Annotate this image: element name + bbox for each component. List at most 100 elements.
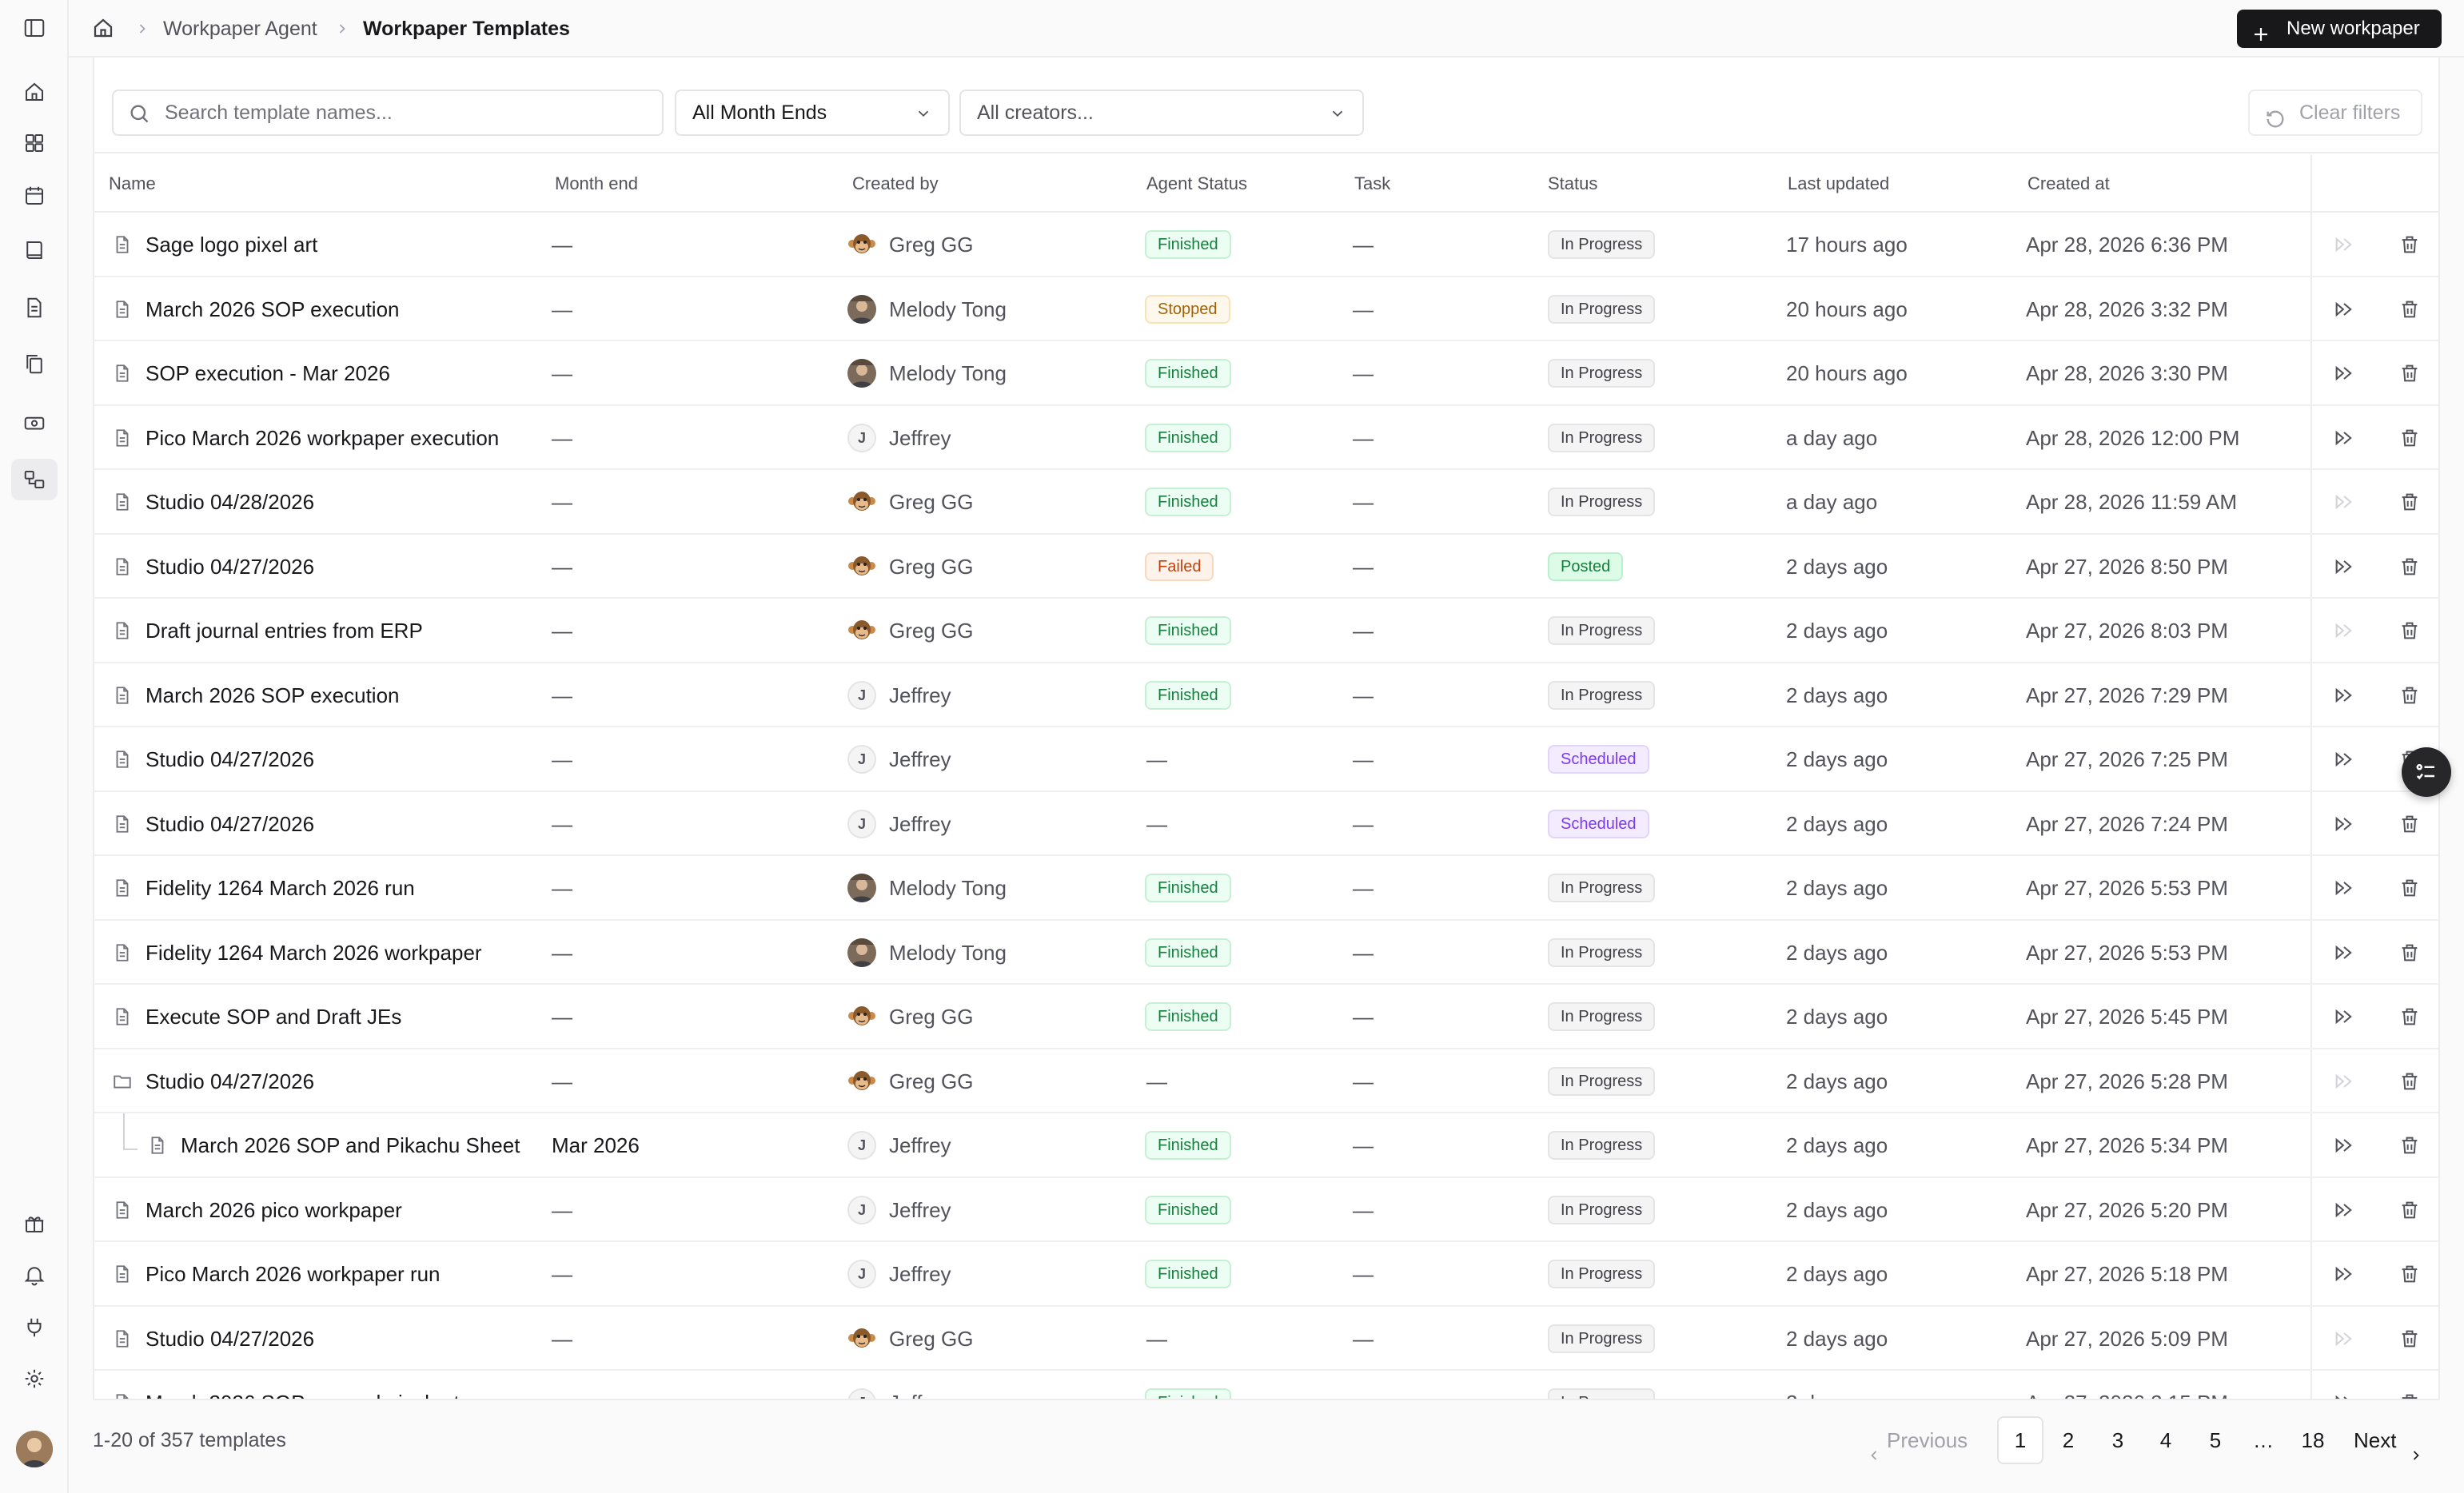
page-number-button[interactable]: 4: [2159, 1428, 2172, 1452]
trash-icon[interactable]: [2398, 942, 2421, 964]
trash-icon[interactable]: [2398, 491, 2421, 513]
file-icon[interactable]: [22, 296, 46, 320]
template-name[interactable]: Pico March 2026 workpaper execution: [146, 425, 500, 450]
next-page-button[interactable]: Next: [2354, 1416, 2434, 1464]
bell-icon[interactable]: [22, 1263, 46, 1287]
book-icon[interactable]: [22, 238, 46, 262]
template-name[interactable]: Sage logo pixel art: [146, 233, 318, 257]
template-name[interactable]: Studio 04/27/2026: [146, 554, 315, 579]
column-last-updated[interactable]: Last updated: [1788, 173, 1890, 193]
table-row[interactable]: Studio 04/27/2026 — J Jeffrey — — Schedu…: [94, 727, 2438, 792]
table-row[interactable]: SOP execution - Mar 2026 — Melody Tong F…: [94, 341, 2438, 406]
template-name[interactable]: March 2026 SOP execution: [146, 683, 400, 707]
calendar-icon[interactable]: [22, 184, 46, 208]
trash-icon[interactable]: [2398, 1199, 2421, 1221]
run-icon[interactable]: [2333, 427, 2355, 449]
previous-page-button[interactable]: Previous: [1866, 1416, 1984, 1464]
table-row[interactable]: March 2026 SOP execution — J Jeffrey Fin…: [94, 663, 2438, 727]
creator-select[interactable]: All creators...: [959, 90, 1364, 136]
template-name[interactable]: Studio 04/27/2026: [146, 811, 315, 836]
trash-icon[interactable]: [2398, 233, 2421, 256]
trash-icon[interactable]: [2398, 1328, 2421, 1350]
trash-icon[interactable]: [2398, 619, 2421, 642]
column-task[interactable]: Task: [1354, 173, 1391, 193]
run-icon[interactable]: [2333, 555, 2355, 578]
run-icon[interactable]: [2333, 1328, 2355, 1350]
table-row[interactable]: Studio 04/27/2026 — Greg GG Failed — Pos…: [94, 535, 2438, 599]
trash-icon[interactable]: [2398, 1005, 2421, 1028]
dashboard-icon[interactable]: [22, 131, 46, 155]
table-row[interactable]: Pico March 2026 workpaper run — J Jeffre…: [94, 1242, 2438, 1307]
table-row[interactable]: March 2026 SOP run and pixel art — J Jef…: [94, 1371, 2438, 1399]
month-end-select[interactable]: All Month Ends: [675, 90, 950, 136]
column-agent-status[interactable]: Agent Status: [1146, 173, 1247, 193]
plug-icon[interactable]: [22, 1316, 46, 1340]
table-row[interactable]: Sage logo pixel art — Greg GG Finished —…: [94, 213, 2438, 277]
money-icon[interactable]: [22, 411, 46, 435]
run-icon[interactable]: [2333, 233, 2355, 256]
template-name[interactable]: Studio 04/27/2026: [146, 1326, 315, 1351]
table-row[interactable]: March 2026 SOP and Pikachu Sheet Mar 202…: [94, 1113, 2438, 1178]
trash-icon[interactable]: [2398, 1070, 2421, 1093]
workpaper-agent-icon[interactable]: [11, 459, 58, 500]
run-icon[interactable]: [2333, 362, 2355, 384]
template-name[interactable]: March 2026 SOP execution: [146, 297, 400, 321]
run-icon[interactable]: [2333, 298, 2355, 320]
table-row[interactable]: Draft journal entries from ERP — Greg GG…: [94, 599, 2438, 663]
new-workpaper-button[interactable]: New workpaper: [2237, 10, 2442, 48]
clear-filters-button[interactable]: Clear filters: [2248, 90, 2422, 136]
run-icon[interactable]: [2333, 748, 2355, 770]
gift-icon[interactable]: [22, 1212, 46, 1236]
run-icon[interactable]: [2333, 1199, 2355, 1221]
page-number-button[interactable]: 18: [2301, 1428, 2325, 1452]
table-row[interactable]: Fidelity 1264 March 2026 workpaper — Mel…: [94, 921, 2438, 985]
search-input[interactable]: [112, 90, 664, 136]
template-name[interactable]: SOP execution - Mar 2026: [146, 361, 390, 385]
run-icon[interactable]: [2333, 813, 2355, 835]
template-name[interactable]: March 2026 pico workpaper: [146, 1197, 402, 1222]
run-icon[interactable]: [2333, 684, 2355, 707]
trash-icon[interactable]: [2398, 1391, 2421, 1399]
trash-icon[interactable]: [2398, 298, 2421, 320]
task-list-fab[interactable]: [2402, 747, 2451, 797]
table-row[interactable]: Pico March 2026 workpaper execution — J …: [94, 406, 2438, 470]
table-row[interactable]: March 2026 pico workpaper — J Jeffrey Fi…: [94, 1178, 2438, 1242]
template-name[interactable]: March 2026 SOP run and pixel art: [146, 1371, 460, 1399]
table-row[interactable]: Studio 04/27/2026 — J Jeffrey — — Schedu…: [94, 792, 2438, 856]
run-icon[interactable]: [2333, 619, 2355, 642]
trash-icon[interactable]: [2398, 1134, 2421, 1157]
run-icon[interactable]: [2333, 942, 2355, 964]
home-icon[interactable]: [22, 80, 46, 104]
run-icon[interactable]: [2333, 1391, 2355, 1399]
trash-icon[interactable]: [2398, 427, 2421, 449]
user-avatar[interactable]: [16, 1431, 53, 1467]
run-icon[interactable]: [2333, 1134, 2355, 1157]
copy-icon[interactable]: [22, 352, 46, 376]
run-icon[interactable]: [2333, 1070, 2355, 1093]
run-icon[interactable]: [2333, 877, 2355, 899]
page-number-button[interactable]: 2: [2062, 1428, 2075, 1452]
template-name[interactable]: Pico March 2026 workpaper run: [146, 1262, 441, 1286]
table-row[interactable]: Fidelity 1264 March 2026 run — Melody To…: [94, 856, 2438, 921]
table-row[interactable]: Studio 04/27/2026 — Greg GG — — In Progr…: [94, 1307, 2438, 1371]
template-name[interactable]: Draft journal entries from ERP: [146, 619, 423, 643]
run-icon[interactable]: [2333, 1005, 2355, 1028]
column-status[interactable]: Status: [1548, 173, 1598, 193]
column-created-at[interactable]: Created at: [2027, 173, 2110, 193]
table-row[interactable]: Studio 04/28/2026 — Greg GG Finished — I…: [94, 470, 2438, 535]
column-month-end[interactable]: Month end: [555, 173, 638, 193]
table-row[interactable]: Execute SOP and Draft JEs — Greg GG Fini…: [94, 985, 2438, 1049]
page-number-button[interactable]: 1: [1997, 1416, 2043, 1464]
trash-icon[interactable]: [2398, 813, 2421, 835]
trash-icon[interactable]: [2398, 362, 2421, 384]
column-created-by[interactable]: Created by: [852, 173, 939, 193]
template-name[interactable]: Execute SOP and Draft JEs: [146, 1005, 402, 1029]
template-name[interactable]: March 2026 SOP and Pikachu Sheet: [181, 1133, 520, 1157]
trash-icon[interactable]: [2398, 877, 2421, 899]
template-name[interactable]: Studio 04/28/2026: [146, 490, 315, 514]
trash-icon[interactable]: [2398, 1263, 2421, 1285]
settings-gear-icon[interactable]: [22, 1367, 46, 1391]
run-icon[interactable]: [2333, 491, 2355, 513]
sidebar-toggle-icon[interactable]: [22, 16, 46, 40]
template-name[interactable]: Studio 04/27/2026: [146, 1069, 315, 1093]
